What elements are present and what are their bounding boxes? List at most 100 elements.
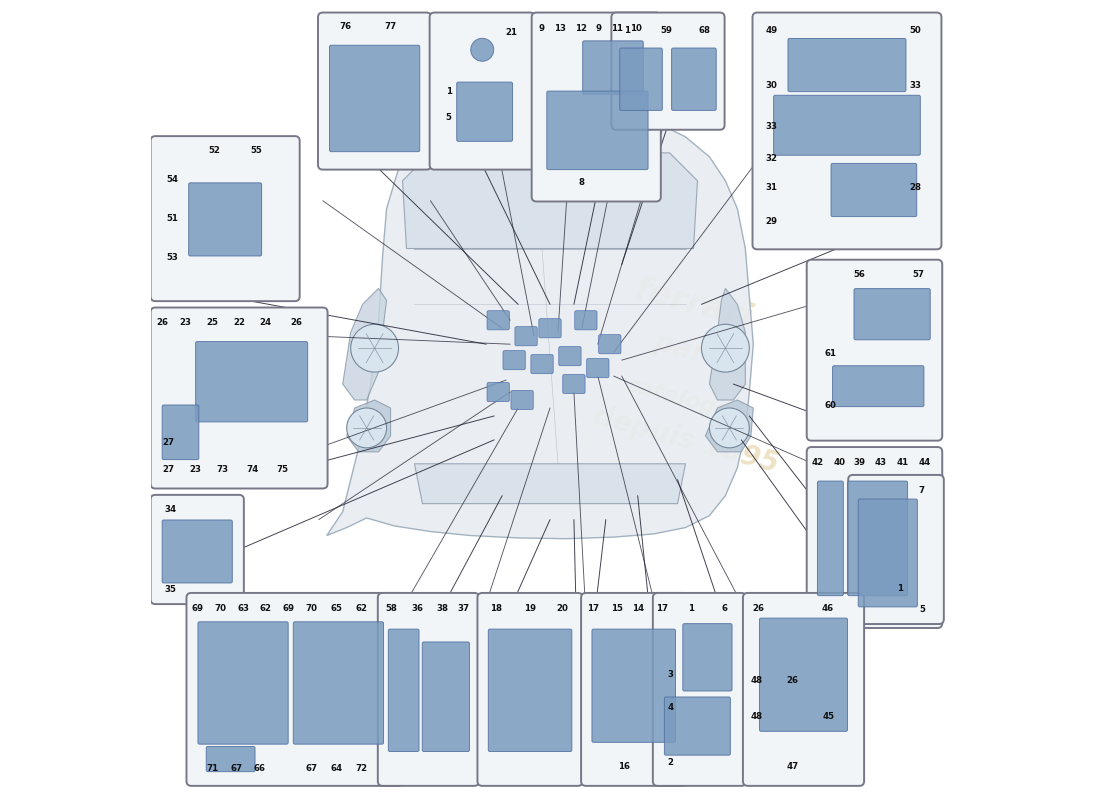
FancyBboxPatch shape: [672, 48, 716, 110]
Text: 22: 22: [233, 318, 245, 327]
Polygon shape: [705, 400, 754, 452]
FancyBboxPatch shape: [388, 629, 419, 751]
Text: 18: 18: [490, 604, 502, 614]
FancyBboxPatch shape: [515, 326, 537, 346]
FancyBboxPatch shape: [510, 390, 534, 410]
Polygon shape: [415, 464, 685, 504]
FancyBboxPatch shape: [487, 310, 509, 330]
FancyBboxPatch shape: [612, 13, 725, 130]
Text: 26: 26: [752, 604, 764, 614]
FancyBboxPatch shape: [830, 163, 916, 217]
FancyBboxPatch shape: [189, 183, 262, 256]
FancyBboxPatch shape: [742, 593, 865, 786]
Text: 36: 36: [411, 604, 424, 614]
Text: 70: 70: [214, 604, 227, 614]
FancyBboxPatch shape: [848, 475, 944, 624]
Polygon shape: [327, 111, 754, 538]
Text: 39: 39: [854, 458, 866, 466]
Text: 28: 28: [909, 183, 921, 192]
Circle shape: [471, 38, 494, 62]
Text: 17: 17: [587, 604, 600, 614]
FancyBboxPatch shape: [759, 618, 847, 731]
Text: 11: 11: [610, 23, 623, 33]
FancyBboxPatch shape: [477, 593, 583, 786]
Circle shape: [710, 408, 749, 448]
Text: 77: 77: [384, 22, 396, 30]
FancyBboxPatch shape: [162, 405, 199, 459]
FancyBboxPatch shape: [456, 82, 513, 142]
Text: 35: 35: [165, 585, 176, 594]
Text: 40: 40: [833, 458, 845, 466]
Text: 58: 58: [386, 604, 398, 614]
Text: 70: 70: [306, 604, 318, 614]
FancyBboxPatch shape: [294, 622, 384, 744]
Text: 31: 31: [766, 183, 778, 192]
Text: 67: 67: [231, 764, 243, 773]
FancyBboxPatch shape: [531, 354, 553, 374]
Text: 65: 65: [330, 604, 342, 614]
Text: 60: 60: [824, 401, 836, 410]
Text: 23: 23: [189, 466, 201, 474]
Text: 68: 68: [698, 26, 711, 34]
Text: 34: 34: [164, 505, 176, 514]
FancyBboxPatch shape: [848, 481, 908, 596]
Text: 2: 2: [668, 758, 673, 767]
Circle shape: [351, 324, 398, 372]
FancyBboxPatch shape: [752, 13, 942, 250]
FancyBboxPatch shape: [583, 41, 643, 94]
Text: 29: 29: [766, 218, 778, 226]
FancyBboxPatch shape: [539, 318, 561, 338]
Text: 33: 33: [909, 81, 921, 90]
FancyBboxPatch shape: [487, 382, 509, 402]
Text: 47: 47: [786, 762, 799, 771]
FancyBboxPatch shape: [488, 629, 572, 751]
FancyBboxPatch shape: [598, 334, 622, 354]
Text: 5: 5: [446, 113, 452, 122]
FancyBboxPatch shape: [503, 350, 526, 370]
Text: 62: 62: [355, 604, 367, 614]
Text: 26: 26: [290, 318, 303, 327]
Text: 48: 48: [750, 676, 762, 685]
FancyBboxPatch shape: [806, 447, 943, 628]
Text: depuis 1895: depuis 1895: [590, 402, 781, 478]
FancyBboxPatch shape: [196, 342, 308, 422]
Text: 27: 27: [163, 438, 175, 447]
Text: 9: 9: [595, 23, 602, 33]
Text: 44: 44: [918, 458, 931, 466]
FancyBboxPatch shape: [151, 307, 328, 489]
FancyBboxPatch shape: [198, 622, 288, 744]
Text: 57: 57: [913, 270, 925, 279]
Text: 21: 21: [505, 27, 517, 37]
Polygon shape: [710, 288, 746, 400]
FancyBboxPatch shape: [162, 520, 232, 583]
FancyBboxPatch shape: [318, 13, 431, 170]
FancyBboxPatch shape: [592, 629, 675, 742]
Text: 46: 46: [822, 604, 834, 614]
FancyBboxPatch shape: [586, 358, 609, 378]
FancyBboxPatch shape: [806, 260, 943, 441]
FancyBboxPatch shape: [559, 346, 581, 366]
Text: 41: 41: [896, 458, 909, 466]
Text: 20: 20: [557, 604, 569, 614]
Text: 48: 48: [750, 712, 762, 722]
FancyBboxPatch shape: [858, 499, 917, 607]
FancyBboxPatch shape: [377, 593, 478, 786]
Text: 76: 76: [340, 22, 352, 30]
Text: 56: 56: [854, 270, 866, 279]
FancyBboxPatch shape: [619, 48, 662, 110]
Text: 74: 74: [246, 466, 258, 474]
Text: 33: 33: [766, 122, 778, 131]
Text: 61: 61: [824, 349, 836, 358]
Text: 15: 15: [610, 604, 623, 614]
Text: 62: 62: [260, 604, 272, 614]
Text: 10: 10: [630, 23, 641, 33]
Text: 6: 6: [722, 604, 727, 614]
Text: 7: 7: [918, 486, 925, 495]
Text: 32: 32: [766, 154, 778, 162]
FancyBboxPatch shape: [817, 481, 844, 596]
Text: 38: 38: [437, 604, 448, 614]
Text: 1: 1: [896, 585, 903, 594]
FancyBboxPatch shape: [574, 310, 597, 330]
Text: 64: 64: [330, 764, 342, 773]
Text: 23: 23: [179, 318, 191, 327]
